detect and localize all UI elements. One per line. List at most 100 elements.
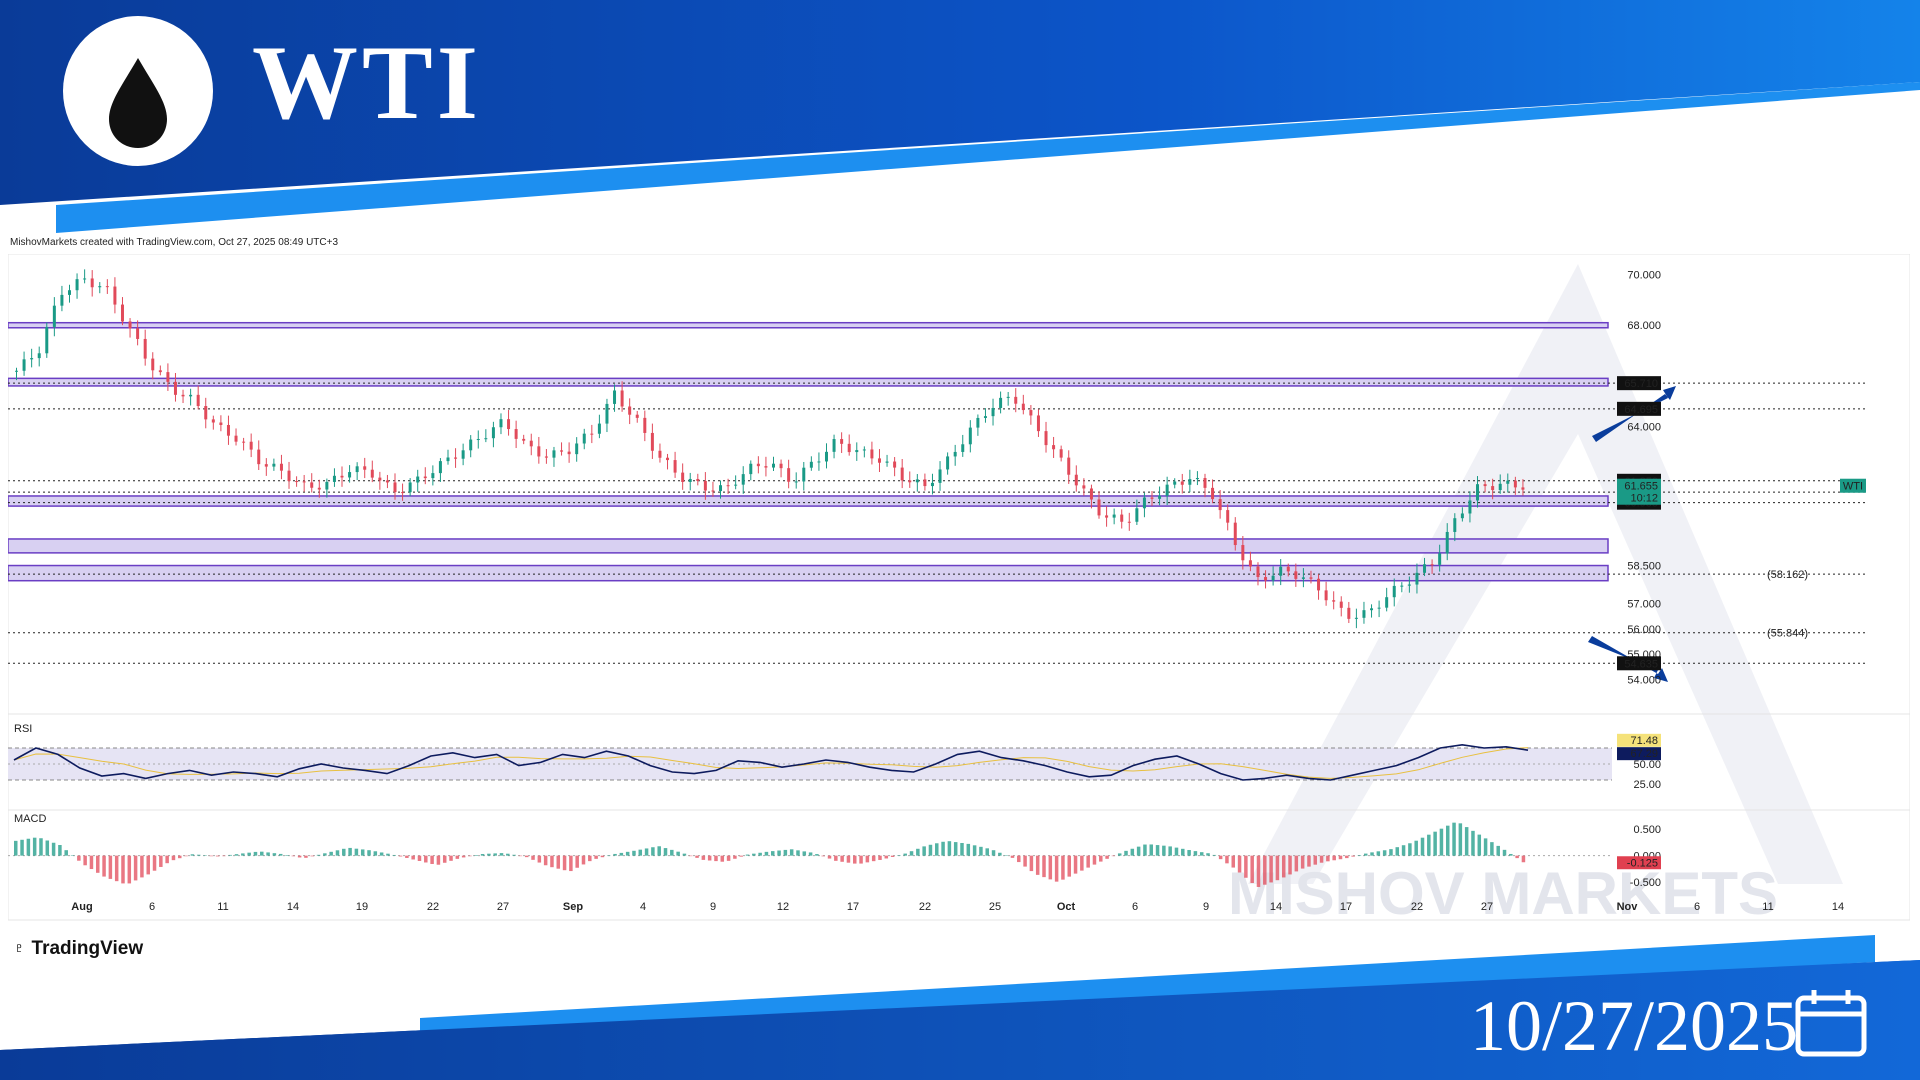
macd-bar: [45, 840, 50, 856]
macd-bar: [808, 852, 813, 856]
time-axis-tick: 22: [1411, 901, 1423, 913]
macd-bar: [1370, 852, 1374, 856]
candle-body: [143, 338, 147, 359]
time-axis-tick: 4: [640, 901, 646, 913]
macd-bar: [972, 845, 977, 856]
candle-body: [136, 328, 140, 339]
macd-bar: [644, 848, 649, 856]
candle-body: [1256, 566, 1260, 578]
candle-body: [1052, 445, 1056, 450]
macd-bar: [1294, 855, 1299, 872]
candle-body: [60, 294, 64, 306]
macd-bar: [625, 851, 630, 856]
candle-body: [1203, 478, 1207, 488]
macd-bar: [909, 851, 914, 856]
macd-bar: [493, 853, 497, 856]
oil-drop-logo: [63, 16, 213, 166]
candle-body: [643, 417, 647, 433]
candle-body: [741, 474, 745, 485]
macd-bar: [133, 855, 138, 881]
candle-body: [613, 390, 617, 404]
macd-bar: [1326, 855, 1330, 862]
candle-body: [226, 424, 230, 436]
candle-body: [1006, 396, 1010, 398]
candle-body: [1460, 513, 1464, 519]
macd-bar: [575, 855, 579, 868]
candle-body: [1029, 410, 1033, 416]
candle-body: [756, 463, 760, 467]
macd-bar: [1363, 853, 1368, 856]
candle-body: [1347, 607, 1351, 619]
macd-bar: [1111, 855, 1116, 857]
candle-body: [15, 370, 18, 372]
support-resistance-zone: [8, 564, 1609, 582]
macd-bar: [386, 853, 390, 856]
candle-body: [1491, 486, 1495, 491]
price-axis-tick: 70.000: [1627, 270, 1661, 282]
candle-body: [983, 416, 987, 418]
macd-bar: [260, 851, 264, 856]
macd-bar: [398, 855, 403, 857]
macd-bar: [1105, 855, 1109, 859]
macd-bar: [316, 854, 321, 856]
macd-bar: [1237, 855, 1242, 873]
macd-bar: [1162, 845, 1166, 856]
macd-bar: [70, 855, 75, 856]
macd-bar: [442, 855, 447, 863]
candle-body: [310, 482, 314, 488]
macd-bar: [367, 850, 371, 856]
support-resistance-zone: [8, 377, 1609, 387]
candle-body: [113, 286, 117, 305]
candle-body: [98, 286, 102, 288]
macd-bar: [518, 855, 523, 857]
candle-body: [45, 326, 49, 354]
candle-body: [423, 476, 427, 479]
candle-body: [1173, 481, 1177, 485]
macd-bar: [796, 850, 800, 856]
macd-bar: [1206, 853, 1210, 856]
macd-bar: [405, 855, 409, 858]
macd-bar: [1420, 837, 1425, 856]
macd-bar: [726, 855, 731, 861]
macd-bar: [941, 841, 945, 856]
candle-body: [597, 423, 601, 434]
macd-bar: [1307, 855, 1311, 867]
candle-body: [1423, 564, 1427, 573]
candle-body: [658, 450, 662, 458]
macd-bar: [613, 853, 617, 856]
macd-bar: [159, 855, 163, 867]
last-price-box: [1617, 478, 1661, 505]
macd-bar: [651, 847, 655, 856]
candle-body: [408, 482, 412, 493]
macd-bar: [1067, 855, 1071, 877]
macd-bar: [51, 842, 56, 856]
candle-body: [234, 435, 238, 442]
macd-bar: [499, 853, 504, 856]
macd-bar: [348, 847, 352, 856]
candle-body: [401, 492, 405, 494]
macd-bar: [890, 855, 895, 857]
candle-body: [242, 441, 246, 443]
candle-body: [461, 450, 465, 459]
macd-bar: [1244, 855, 1248, 878]
macd-bar: [360, 849, 365, 856]
candle-body: [749, 463, 753, 475]
candle-body: [30, 358, 34, 360]
candle-body: [605, 403, 609, 424]
candle-body: [340, 475, 344, 478]
macd-bar: [1433, 831, 1437, 856]
time-axis-tick: 17: [847, 901, 859, 913]
candle-body: [582, 433, 586, 444]
macd-bar: [707, 855, 712, 861]
time-axis-tick: 27: [497, 901, 509, 913]
candle-body: [332, 475, 336, 482]
candle-body: [734, 484, 738, 486]
macd-bar: [342, 848, 346, 856]
macd-bar: [1509, 853, 1513, 856]
macd-bar: [745, 854, 750, 856]
macd-bar: [771, 851, 775, 856]
macd-bar: [1300, 855, 1305, 869]
candle-body: [287, 470, 291, 482]
oil-drop-icon: [109, 58, 167, 148]
time-axis-tick: 25: [989, 901, 1001, 913]
